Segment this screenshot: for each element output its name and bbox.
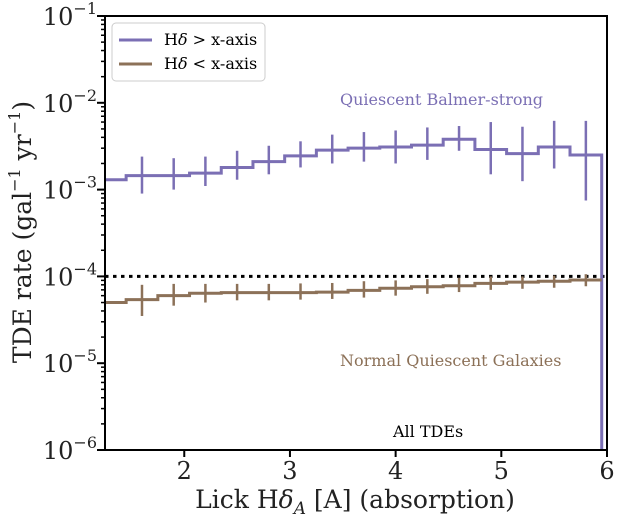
series-layer	[105, 120, 604, 450]
x-tick-label: 5	[494, 457, 509, 485]
x-tick-label: 4	[388, 457, 403, 485]
y-tick-label: 10−4	[43, 259, 97, 291]
x-tick-label: 2	[177, 457, 192, 485]
legend-box	[111, 22, 266, 82]
series-annotation-balmer: Quiescent Balmer-strong	[340, 90, 543, 109]
axis-ticks	[97, 15, 608, 457]
x-tick-label: 3	[282, 457, 297, 485]
y-axis-label: TDE rate (gal−1 yr−1)	[5, 101, 37, 363]
legend-label-balmer: Hδ > x-axis	[164, 30, 257, 49]
plot-frame	[104, 15, 608, 451]
x-tick-label: 6	[599, 457, 614, 485]
y-tick-label: 10−5	[43, 346, 97, 378]
y-tick-label: 10−1	[43, 0, 97, 31]
tick-labels: 2 3 4 5 6 10−6 10−5 10−4 10−3 10−2 10−1	[43, 0, 615, 485]
legend-label-normal: Hδ < x-axis	[164, 54, 257, 73]
y-tick-label: 10−2	[43, 86, 97, 118]
reference-line-annotation: All TDEs	[392, 422, 463, 441]
legend: Hδ > x-axis Hδ < x-axis	[111, 22, 266, 82]
x-axis-label: Lick HδA [A] (absorption)	[195, 485, 515, 519]
y-tick-label: 10−6	[43, 433, 97, 465]
y-tick-label: 10−3	[43, 173, 97, 205]
series-annotation-normal: Normal Quiescent Galaxies	[340, 351, 561, 370]
